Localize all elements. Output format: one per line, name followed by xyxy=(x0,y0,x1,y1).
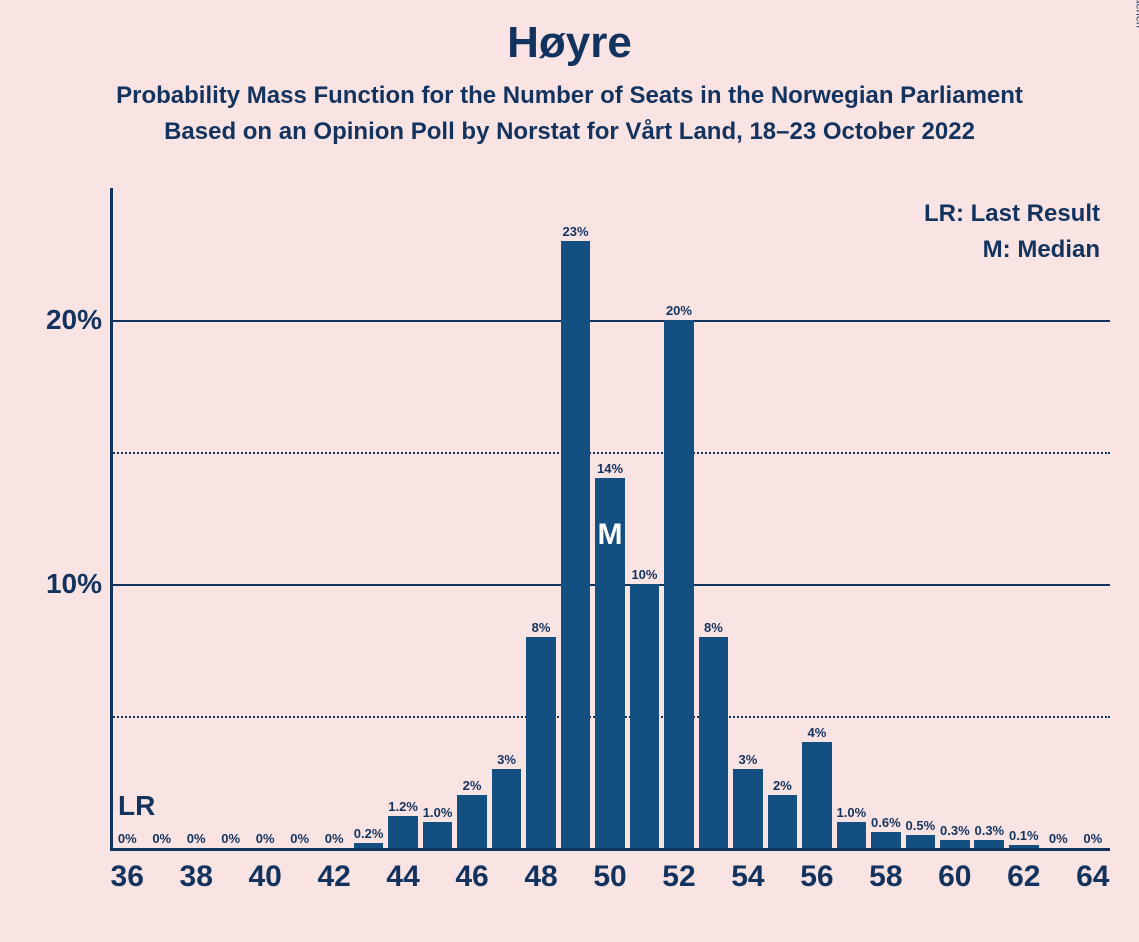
bar-value-label: 0% xyxy=(325,831,344,846)
chart-subtitle-2: Based on an Opinion Poll by Norstat for … xyxy=(0,118,1139,146)
x-tick-label: 64 xyxy=(1076,860,1109,894)
x-tick-label: 52 xyxy=(662,860,695,894)
bar-value-label: 0.3% xyxy=(940,823,970,838)
x-tick-label: 58 xyxy=(869,860,902,894)
bar xyxy=(768,795,798,848)
x-tick-label: 40 xyxy=(248,860,281,894)
bar-value-label: 0% xyxy=(290,831,309,846)
x-tick-label: 46 xyxy=(455,860,488,894)
bar xyxy=(423,822,453,848)
bar xyxy=(906,835,936,848)
bar-value-label: 20% xyxy=(666,303,692,318)
x-tick-label: 44 xyxy=(386,860,419,894)
x-tick-label: 38 xyxy=(180,860,213,894)
bar-value-label: 2% xyxy=(463,778,482,793)
bar xyxy=(974,840,1004,848)
bar-value-label: 0.6% xyxy=(871,815,901,830)
x-tick-label: 42 xyxy=(317,860,350,894)
bar-value-label: 0.5% xyxy=(906,818,936,833)
bar-value-label: 0% xyxy=(221,831,240,846)
copyright-text: © 2025 Filip van Laenen xyxy=(1133,0,1139,28)
bar-value-label: 0.3% xyxy=(974,823,1004,838)
bar xyxy=(492,769,522,848)
bar xyxy=(699,637,729,848)
bar-value-label: 0.2% xyxy=(354,826,384,841)
chart-plot-area: LR: Last Result M: Median 0%0%0%0%0%0%0%… xyxy=(110,188,1110,848)
bar xyxy=(630,584,660,848)
bar xyxy=(526,637,556,848)
bar-value-label: 1.0% xyxy=(837,805,867,820)
bar-value-label: 8% xyxy=(704,620,723,635)
bar-value-label: 0% xyxy=(256,831,275,846)
chart-title: Høyre xyxy=(0,18,1139,68)
bar-value-label: 3% xyxy=(739,752,758,767)
x-axis-baseline xyxy=(110,848,1110,851)
bar-value-label: 0% xyxy=(152,831,171,846)
bar xyxy=(940,840,970,848)
bar-value-label: 14% xyxy=(597,461,623,476)
x-tick-label: 62 xyxy=(1007,860,1040,894)
x-tick-label: 60 xyxy=(938,860,971,894)
bar xyxy=(837,822,867,848)
bar-value-label: 10% xyxy=(631,567,657,582)
x-tick-label: 48 xyxy=(524,860,557,894)
bar xyxy=(388,816,418,848)
bar xyxy=(871,832,901,848)
bar-value-label: 4% xyxy=(807,725,826,740)
bar-value-label: 2% xyxy=(773,778,792,793)
y-tick-label: 10% xyxy=(46,568,102,600)
bar-value-label: 0% xyxy=(187,831,206,846)
bar-value-label: 3% xyxy=(497,752,516,767)
bar-value-label: 0% xyxy=(1049,831,1068,846)
bar-value-label: 0% xyxy=(118,831,137,846)
bar xyxy=(802,742,832,848)
median-marker: M xyxy=(598,518,623,552)
bar xyxy=(733,769,763,848)
bar xyxy=(561,241,591,848)
x-tick-label: 50 xyxy=(593,860,626,894)
x-tick-label: 54 xyxy=(731,860,764,894)
bar-value-label: 8% xyxy=(532,620,551,635)
bar xyxy=(457,795,487,848)
x-tick-label: 56 xyxy=(800,860,833,894)
bar-value-label: 1.2% xyxy=(388,799,418,814)
lr-marker: LR xyxy=(118,790,155,822)
bar-value-label: 0.1% xyxy=(1009,828,1039,843)
y-tick-label: 20% xyxy=(46,304,102,336)
bar-value-label: 23% xyxy=(563,224,589,239)
bar xyxy=(664,320,694,848)
bar-value-label: 1.0% xyxy=(423,805,453,820)
x-tick-label: 36 xyxy=(111,860,144,894)
chart-subtitle-1: Probability Mass Function for the Number… xyxy=(0,82,1139,110)
bar-value-label: 0% xyxy=(1083,831,1102,846)
